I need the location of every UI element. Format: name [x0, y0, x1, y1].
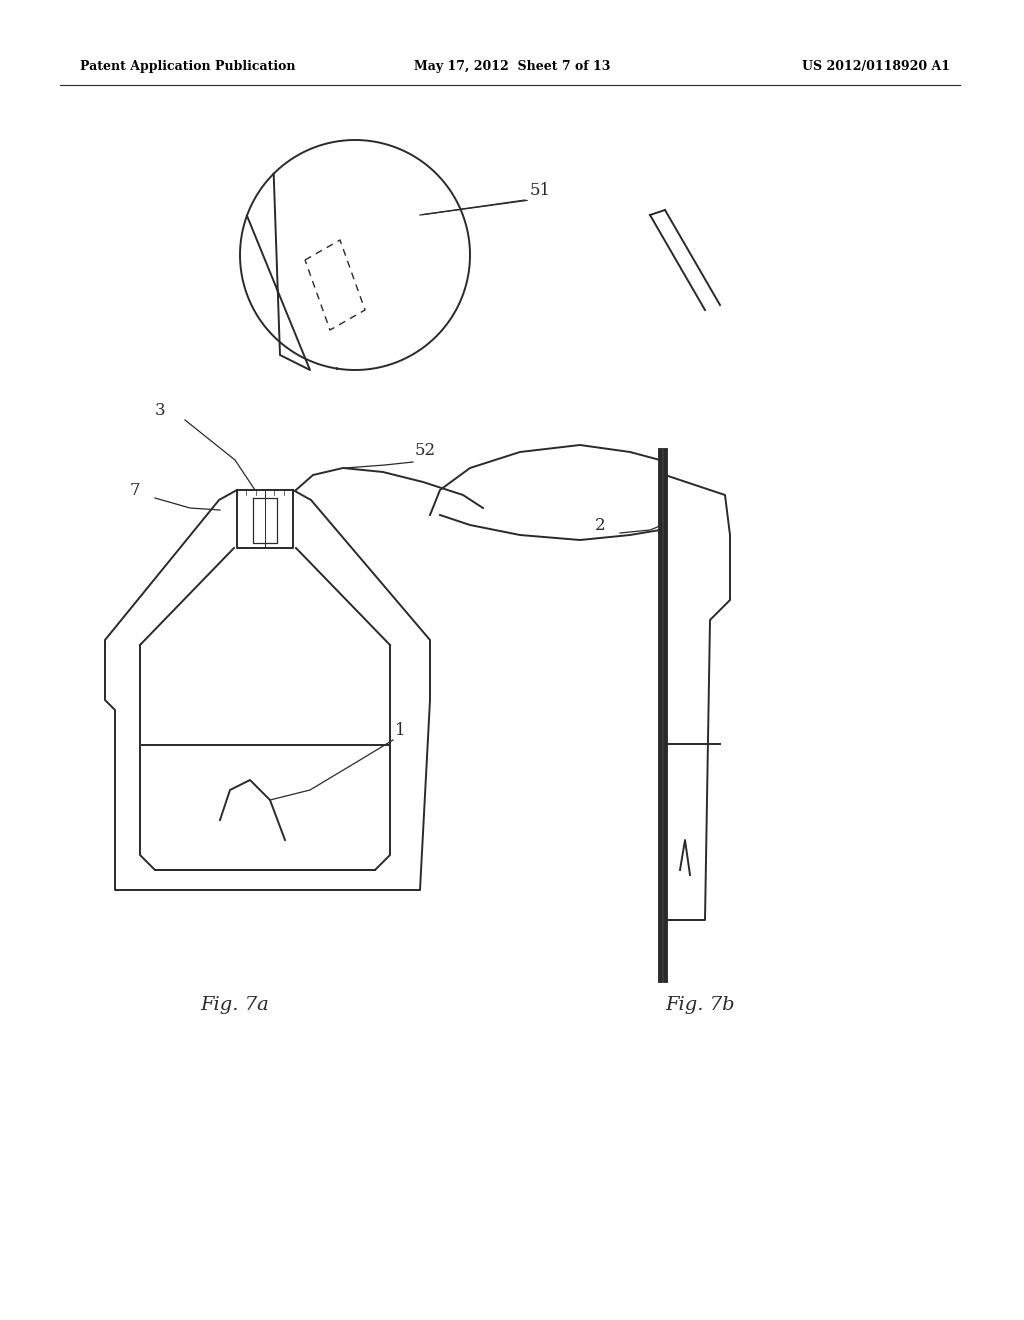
Text: Fig. 7a: Fig. 7a [201, 997, 269, 1014]
Text: 3: 3 [155, 403, 166, 418]
Text: Fig. 7b: Fig. 7b [666, 997, 735, 1014]
Text: 1: 1 [395, 722, 406, 739]
Text: US 2012/0118920 A1: US 2012/0118920 A1 [802, 59, 950, 73]
Text: 52: 52 [415, 442, 436, 459]
Text: 2: 2 [595, 517, 605, 535]
Text: May 17, 2012  Sheet 7 of 13: May 17, 2012 Sheet 7 of 13 [414, 59, 610, 73]
Text: 7: 7 [130, 482, 140, 499]
Text: Patent Application Publication: Patent Application Publication [80, 59, 296, 73]
Text: 51: 51 [530, 182, 551, 199]
